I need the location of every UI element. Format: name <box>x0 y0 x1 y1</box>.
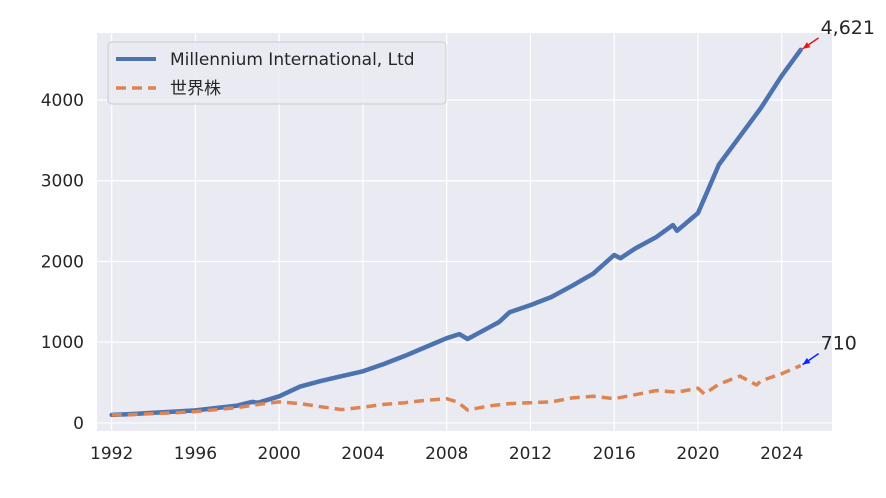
x-tick-label: 2024 <box>760 444 803 464</box>
series-line-world-stocks <box>111 363 802 417</box>
series-layer <box>109 47 803 418</box>
x-tick-label: 1996 <box>174 444 217 464</box>
annotation-arrowhead <box>802 357 811 365</box>
y-tick-label: 0 <box>73 414 84 434</box>
end-label-world-stocks: 710 <box>821 333 857 355</box>
x-tick-label: 2008 <box>425 444 468 464</box>
annotation-arrowhead <box>802 42 811 49</box>
annotations: 4,621 710 <box>802 17 875 366</box>
y-tick-label: 1000 <box>41 333 84 353</box>
end-label-millennium: 4,621 <box>821 17 875 39</box>
series-line-millennium <box>109 47 803 418</box>
legend-label-millennium: Millennium International, Ltd <box>170 50 415 70</box>
x-tick-label: 2004 <box>341 444 384 464</box>
x-tick-label: 2016 <box>593 444 636 464</box>
x-tick-label: 2000 <box>258 444 301 464</box>
y-tick-label: 2000 <box>41 252 84 272</box>
x-tick-label: 1992 <box>90 444 133 464</box>
legend: Millennium International, Ltd 世界株 <box>107 41 447 105</box>
x-tick-label: 2012 <box>509 444 552 464</box>
y-tick-label: 3000 <box>41 172 84 192</box>
x-tick-label: 2020 <box>676 444 719 464</box>
legend-box <box>107 41 447 105</box>
legend-label-world-stocks: 世界株 <box>170 79 221 99</box>
y-tick-label: 4000 <box>41 91 84 111</box>
y-axis: 0 1000 2000 3000 4000 <box>41 91 84 434</box>
x-axis: 1992 1996 2000 2004 2008 2012 2016 2020 2024 <box>90 444 803 464</box>
